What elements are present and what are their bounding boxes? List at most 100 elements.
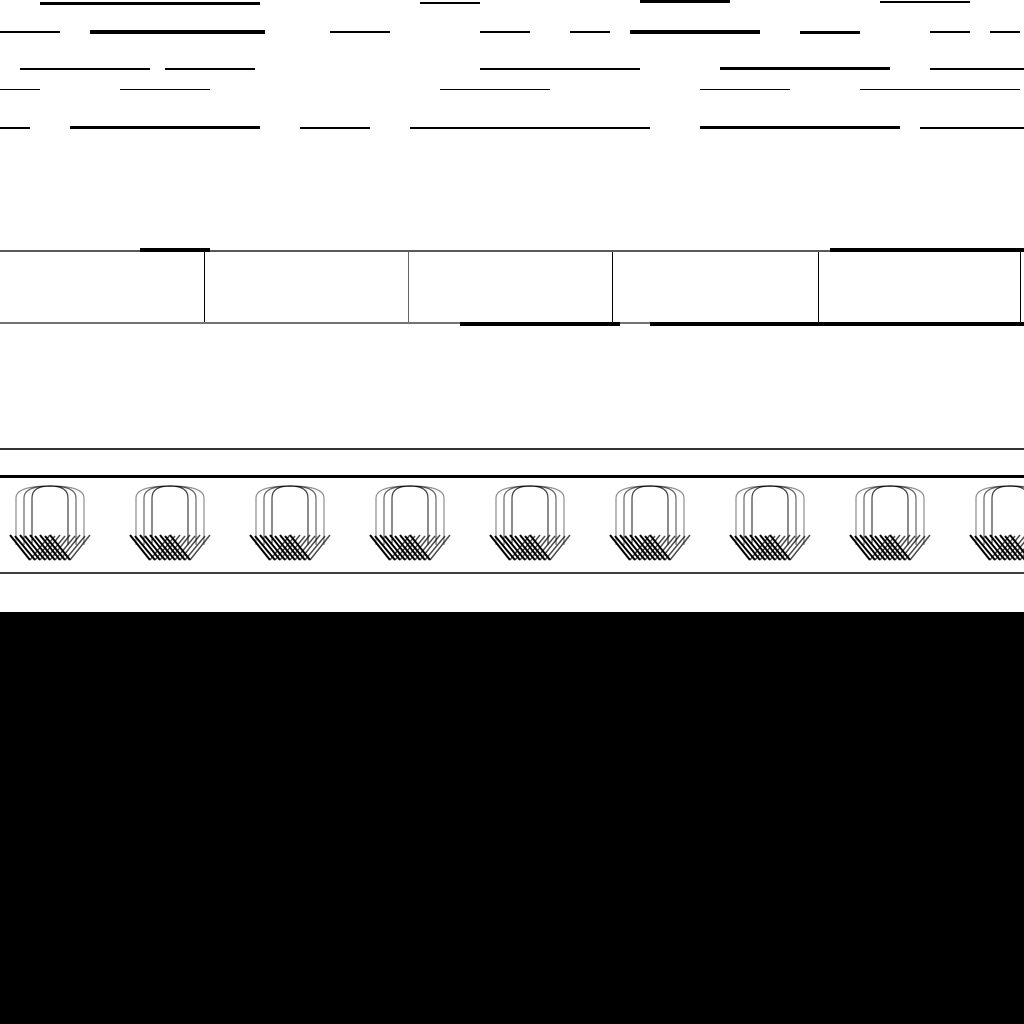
streak — [460, 322, 620, 326]
cell-divider — [408, 252, 409, 322]
hatch-stroke — [779, 534, 801, 561]
arch-outline — [855, 485, 925, 545]
hatch-stroke — [404, 535, 426, 561]
arch-outline — [15, 485, 85, 545]
hatch-stroke — [429, 534, 451, 561]
arch-outline — [383, 485, 437, 545]
streak — [40, 2, 260, 5]
hatch-stroke — [1014, 548, 1024, 561]
hatch-stroke — [624, 535, 646, 561]
hatch-stroke — [294, 535, 316, 561]
hatch-stroke — [664, 535, 686, 561]
streak — [410, 127, 650, 129]
hatch-stroke — [549, 534, 571, 561]
hatch-stroke — [309, 534, 331, 561]
hatch-stroke — [889, 534, 911, 561]
streak — [140, 248, 210, 252]
streak — [90, 30, 265, 34]
hatch-stroke — [19, 534, 41, 561]
hatch-stroke — [739, 534, 761, 561]
hatch-stroke — [984, 535, 1006, 561]
hatch-stroke — [184, 535, 206, 561]
cell-divider — [818, 252, 819, 322]
hatch-stroke — [499, 534, 521, 561]
streak — [0, 127, 30, 129]
hatch-stroke — [619, 534, 641, 561]
cell-divider — [204, 252, 205, 322]
streak — [0, 31, 60, 33]
hatch-stroke — [544, 535, 566, 561]
arch-outline — [615, 485, 685, 545]
hatch-stroke — [854, 535, 876, 561]
hatch-unit — [729, 485, 811, 561]
streak — [930, 68, 1024, 70]
arch-outline — [623, 485, 677, 545]
streak — [420, 2, 480, 4]
hatch-stroke — [414, 535, 436, 561]
hatch-stroke — [154, 535, 176, 561]
hatch-stroke — [164, 535, 186, 561]
arch-outline — [495, 485, 565, 545]
hatch-stroke — [489, 534, 511, 561]
hatch-stroke — [289, 534, 311, 561]
arch-outline — [863, 485, 917, 545]
hatch-stroke — [989, 534, 1011, 561]
streak — [800, 31, 860, 34]
hatch-stroke — [134, 535, 156, 561]
streak — [20, 68, 150, 70]
hatch-stroke — [144, 535, 166, 561]
hatch-stroke — [159, 534, 181, 561]
hatch-stroke — [614, 535, 636, 561]
hatch-stroke — [64, 535, 86, 561]
hatch-stroke — [884, 535, 906, 561]
streak — [330, 31, 390, 33]
streak — [480, 68, 640, 70]
hatch-stroke — [304, 535, 326, 561]
streak — [880, 1, 970, 3]
hatch-unit — [129, 485, 211, 561]
rule-top — [0, 250, 1024, 252]
hatch-stroke — [849, 534, 871, 561]
hatch-stroke — [994, 535, 1016, 561]
rule-bottom — [0, 572, 1024, 574]
streak — [930, 31, 970, 33]
hatch-stroke — [644, 535, 666, 561]
hatch-stroke — [754, 535, 776, 561]
hatch-stroke — [494, 535, 516, 561]
streak — [0, 89, 40, 90]
streak — [830, 248, 1024, 252]
hatch-stroke — [424, 535, 446, 561]
hatch-stroke — [514, 535, 536, 561]
hatch-stroke — [999, 534, 1021, 561]
hatch-stroke — [284, 535, 306, 561]
hatch-stroke — [54, 535, 76, 561]
hatch-stroke — [129, 534, 151, 561]
hatched-pattern-band — [0, 448, 1024, 574]
hatch-unit — [9, 485, 91, 561]
hatch-stroke — [299, 534, 321, 561]
hatch-stroke — [44, 535, 66, 561]
hatch-stroke — [379, 534, 401, 561]
hatch-stroke — [179, 534, 201, 561]
hatch-stroke — [1009, 534, 1024, 555]
cell-divider — [612, 252, 613, 322]
hatch-units — [9, 485, 1024, 561]
hatch-stroke — [169, 534, 191, 561]
arch-outline — [983, 485, 1024, 545]
hatch-stroke — [774, 535, 796, 561]
arch-outline — [375, 485, 445, 545]
streak — [920, 127, 1024, 129]
streak — [70, 126, 260, 129]
rule-mid — [0, 475, 1024, 478]
hatch-unit — [369, 485, 451, 561]
arch-outline — [735, 485, 805, 545]
hatch-stroke — [399, 534, 421, 561]
arch-outline — [503, 485, 557, 545]
hatch-stroke — [869, 534, 891, 561]
hatch-stroke — [269, 534, 291, 561]
hatch-unit — [969, 485, 1024, 561]
hatch-stroke — [69, 534, 91, 561]
streak — [700, 89, 790, 90]
hatch-stroke — [909, 534, 931, 561]
